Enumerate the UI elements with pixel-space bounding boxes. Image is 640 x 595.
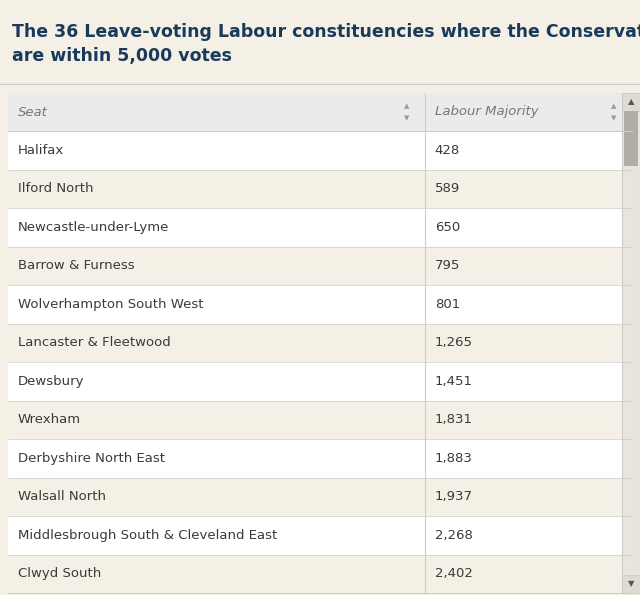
Text: 2,268: 2,268 — [435, 529, 473, 542]
Text: 2,402: 2,402 — [435, 567, 473, 580]
Text: 650: 650 — [435, 221, 460, 234]
Text: Halifax: Halifax — [18, 144, 64, 156]
Text: ▲: ▲ — [404, 103, 410, 109]
Bar — [8, 131, 632, 170]
Bar — [622, 93, 640, 593]
Text: are within 5,000 votes: are within 5,000 votes — [12, 47, 232, 65]
Text: Walsall North: Walsall North — [18, 490, 106, 503]
Text: ▼: ▼ — [404, 115, 410, 121]
Text: 801: 801 — [435, 298, 460, 311]
Bar — [8, 555, 632, 593]
Bar — [8, 439, 632, 478]
Text: 1,451: 1,451 — [435, 375, 473, 388]
Text: ▼: ▼ — [611, 115, 617, 121]
Text: Dewsbury: Dewsbury — [18, 375, 84, 388]
Text: Wrexham: Wrexham — [18, 414, 81, 426]
Bar — [622, 93, 640, 593]
Text: 1,937: 1,937 — [435, 490, 473, 503]
Text: Newcastle-under-Lyme: Newcastle-under-Lyme — [18, 221, 170, 234]
Bar — [8, 170, 632, 208]
Text: ▼: ▼ — [628, 580, 634, 588]
Text: Barrow & Furness: Barrow & Furness — [18, 259, 134, 273]
Bar — [622, 93, 640, 111]
Bar — [622, 575, 640, 593]
Text: 1,831: 1,831 — [435, 414, 473, 426]
Text: 589: 589 — [435, 182, 460, 195]
Text: 1,265: 1,265 — [435, 336, 473, 349]
Text: 428: 428 — [435, 144, 460, 156]
Text: ▲: ▲ — [611, 103, 617, 109]
Text: ▲: ▲ — [628, 98, 634, 107]
Bar — [8, 285, 632, 324]
Bar — [8, 208, 632, 246]
Text: Seat: Seat — [18, 105, 48, 118]
Bar — [8, 324, 632, 362]
Text: Ilford North: Ilford North — [18, 182, 93, 195]
Text: The 36 Leave-voting Labour constituencies where the Conservatives: The 36 Leave-voting Labour constituencie… — [12, 23, 640, 41]
Text: Clwyd South: Clwyd South — [18, 567, 101, 580]
Text: Middlesbrough South & Cleveland East: Middlesbrough South & Cleveland East — [18, 529, 277, 542]
Text: Derbyshire North East: Derbyshire North East — [18, 452, 165, 465]
Text: Wolverhampton South West: Wolverhampton South West — [18, 298, 204, 311]
Text: 795: 795 — [435, 259, 460, 273]
Bar — [8, 400, 632, 439]
Bar — [8, 478, 632, 516]
Text: Labour Majority: Labour Majority — [435, 105, 538, 118]
Bar — [8, 516, 632, 555]
Bar — [624, 111, 638, 166]
Bar — [8, 246, 632, 285]
Text: Lancaster & Fleetwood: Lancaster & Fleetwood — [18, 336, 171, 349]
Bar — [8, 362, 632, 400]
Bar — [8, 93, 632, 131]
Text: 1,883: 1,883 — [435, 452, 473, 465]
